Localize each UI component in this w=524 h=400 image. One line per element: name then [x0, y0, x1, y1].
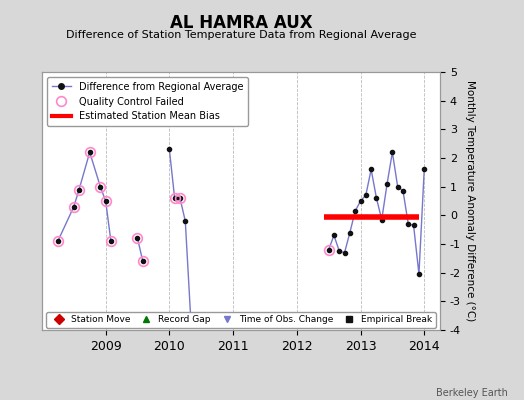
Y-axis label: Monthly Temperature Anomaly Difference (°C): Monthly Temperature Anomaly Difference (… — [465, 80, 475, 322]
Text: Difference of Station Temperature Data from Regional Average: Difference of Station Temperature Data f… — [66, 30, 416, 40]
Text: Berkeley Earth: Berkeley Earth — [436, 388, 508, 398]
Text: AL HAMRA AUX: AL HAMRA AUX — [170, 14, 312, 32]
Legend: Station Move, Record Gap, Time of Obs. Change, Empirical Break: Station Move, Record Gap, Time of Obs. C… — [46, 312, 436, 328]
